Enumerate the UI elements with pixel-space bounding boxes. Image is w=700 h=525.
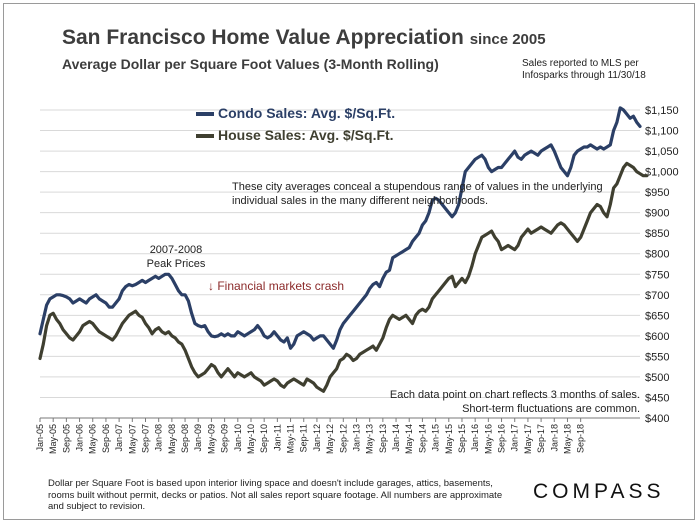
x-tick-label: Sep-14 [417,424,427,453]
x-tick-label: Sep-18 [576,424,586,453]
x-tick-label: May-06 [88,424,98,454]
series-condo-line [38,106,642,350]
y-tick-label: $750 [645,269,669,281]
legend-house-label: House Sales: Avg. $/Sq.Ft. [218,127,394,143]
x-tick-label: May-10 [246,424,256,454]
x-tick-label: Jan-09 [193,424,203,452]
x-tick-label: Jan-17 [510,424,520,452]
y-tick-label: $400 [645,413,669,425]
x-tick-label: May-18 [562,424,572,454]
x-tick-label: May-11 [286,424,296,453]
y-tick-label: $850 [645,228,669,240]
y-tick-label: $450 [645,392,669,404]
y-tick-label: $500 [645,372,669,384]
x-tick-label: May-09 [206,424,216,454]
y-tick-label: $1,050 [645,146,679,158]
x-tick-label: May-17 [523,424,533,454]
annotation-peak: 2007-2008 Peak Prices [146,244,206,270]
x-tick-label: Jan-14 [391,424,401,452]
x-tick-label: May-13 [365,424,375,454]
x-tick-label: Jan-05 [35,424,45,452]
x-tick-label: May-08 [167,424,177,454]
x-tick-label: Jan-11 [272,424,282,451]
y-tick-label: $1,000 [645,167,679,179]
x-tick-label: Sep-10 [259,424,269,453]
x-tick-label: Sep-09 [220,424,230,453]
y-tick-label: $1,150 [645,105,679,117]
x-tick-label: Jan-18 [549,424,559,452]
y-tick-label: $800 [645,249,669,261]
chart-subtitle: Average Dollar per Square Foot Values (3… [62,56,439,72]
x-tick-label: Sep-13 [378,424,388,453]
y-tick-label: $650 [645,310,669,322]
legend-condo-label: Condo Sales: Avg. $/Sq.Ft. [218,105,396,121]
x-tick-label: Sep-17 [536,424,546,453]
footnote: Dollar per Square Foot is based upon int… [48,478,503,512]
y-tick-label: $550 [645,351,669,363]
x-tick-label: Jan-15 [431,424,441,452]
x-tick-label: Sep-11 [299,424,309,452]
x-tick-label: May-07 [127,424,137,454]
title-main: San Francisco Home Value Appreciation [62,26,464,49]
y-tick-label: $1,100 [645,126,679,138]
chart-frame [3,3,695,520]
chart-title: San Francisco Home Value Appreciation si… [62,26,546,50]
y-tick-label: $700 [645,290,669,302]
x-tick-label: Sep-08 [180,424,190,453]
x-tick-label: Sep-05 [61,424,71,453]
title-suffix: since 2005 [469,31,546,48]
x-tick-label: May-05 [48,424,58,454]
y-tick-label: $950 [645,187,669,199]
annotation-range: These city averages conceal a stupendous… [232,181,603,207]
x-tick-label: May-15 [444,424,454,454]
y-tick-label: $900 [645,208,669,220]
x-tick-label: Jan-10 [233,424,243,452]
x-tick-label: Sep-12 [338,424,348,453]
x-tick-label: Sep-07 [140,424,150,453]
compass-logo: COMPASS [533,480,665,503]
x-tick-label: Jan-12 [312,424,322,452]
y-tick-label: $600 [645,331,669,343]
x-tick-label: Sep-06 [101,424,111,453]
annotation-crash: ↓ Financial markets crash [208,279,345,293]
x-tick-label: Jan-07 [114,424,124,452]
x-tick-label: May-16 [483,424,493,454]
series-house-line [38,161,649,393]
plot-area [40,110,640,418]
source-note: Sales reported to MLS per Infosparks thr… [522,58,646,81]
x-tick-label: Jan-08 [154,424,164,452]
annotation-datapoint: Each data point on chart reflects 3 mont… [389,389,640,415]
x-tick-label: May-14 [404,424,414,454]
x-tick-label: Jan-06 [75,424,85,452]
x-tick-label: Jan-16 [470,424,480,452]
x-tick-label: Jan-13 [351,424,361,452]
x-tick-label: May-12 [325,424,335,454]
x-tick-label: Sep-16 [497,424,507,453]
x-tick-label: Sep-15 [457,424,467,453]
